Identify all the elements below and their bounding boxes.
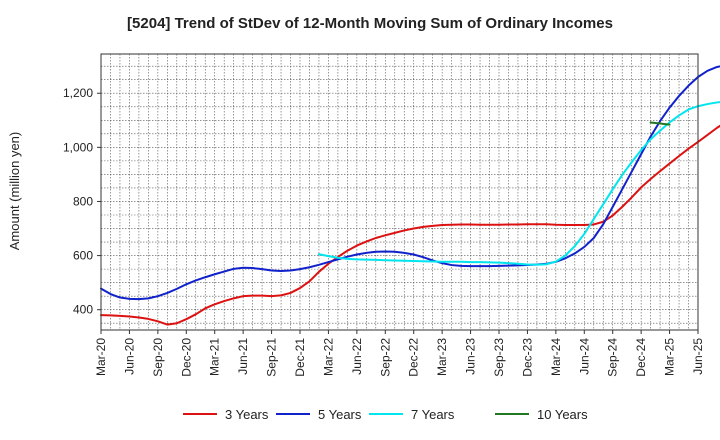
x-tick-label: Dec-23 xyxy=(520,338,534,377)
series-line-10-years xyxy=(649,121,671,126)
legend-label: 7 Years xyxy=(411,407,455,422)
x-axis-ticks: Mar-20 Jun-20 Sep-20 Dec-20 Mar-21 Jun-21 Sep-… xyxy=(94,330,705,377)
plot-area xyxy=(100,53,699,331)
x-tick-label: Dec-24 xyxy=(634,338,648,377)
x-tick-label: Sep-22 xyxy=(378,338,392,377)
x-tick-label: Dec-21 xyxy=(293,338,307,377)
legend-label: 10 Years xyxy=(537,407,588,422)
x-tick-label: Dec-22 xyxy=(407,338,421,377)
series-line-7-years xyxy=(317,101,720,266)
x-tick-label: Jun-23 xyxy=(464,338,478,375)
series-line-3-years xyxy=(100,124,720,326)
y-tick-label: 1,000 xyxy=(63,140,93,154)
y-tick-label: 600 xyxy=(73,249,93,263)
legend-label: 3 Years xyxy=(225,407,269,422)
x-tick-label: Sep-23 xyxy=(492,338,506,377)
series-lines xyxy=(100,65,720,326)
x-tick-label: Mar-22 xyxy=(321,338,335,376)
x-tick-label: Sep-20 xyxy=(151,338,165,377)
x-tick-label: Mar-24 xyxy=(549,338,563,376)
y-tick-label: 400 xyxy=(73,303,93,317)
x-tick-label: Jun-20 xyxy=(122,338,136,375)
x-tick-label: Sep-21 xyxy=(265,338,279,377)
y-axis-ticks: 400 600 800 1,000 1,200 xyxy=(63,86,101,317)
series-line-5-years xyxy=(100,65,720,301)
legend: 3 Years 5 Years 7 Years 10 Years xyxy=(183,407,588,422)
y-axis-label: Amount (million yen) xyxy=(7,132,22,251)
grid xyxy=(101,54,698,330)
x-tick-label: Jun-25 xyxy=(691,338,705,375)
x-tick-label: Mar-23 xyxy=(435,338,449,376)
x-tick-label: Mar-20 xyxy=(94,338,108,376)
x-tick-label: Mar-21 xyxy=(208,338,222,376)
chart-title: [5204] Trend of StDev of 12-Month Moving… xyxy=(127,15,613,32)
x-tick-label: Sep-24 xyxy=(606,338,620,377)
x-tick-label: Jun-21 xyxy=(236,338,250,375)
y-tick-label: 800 xyxy=(73,194,93,208)
legend-label: 5 Years xyxy=(318,407,362,422)
x-tick-label: Mar-25 xyxy=(663,338,677,376)
x-tick-label: Jun-22 xyxy=(350,338,364,375)
x-tick-label: Dec-20 xyxy=(179,338,193,377)
x-tick-label: Jun-24 xyxy=(577,338,591,375)
y-tick-label: 1,200 xyxy=(63,86,93,100)
